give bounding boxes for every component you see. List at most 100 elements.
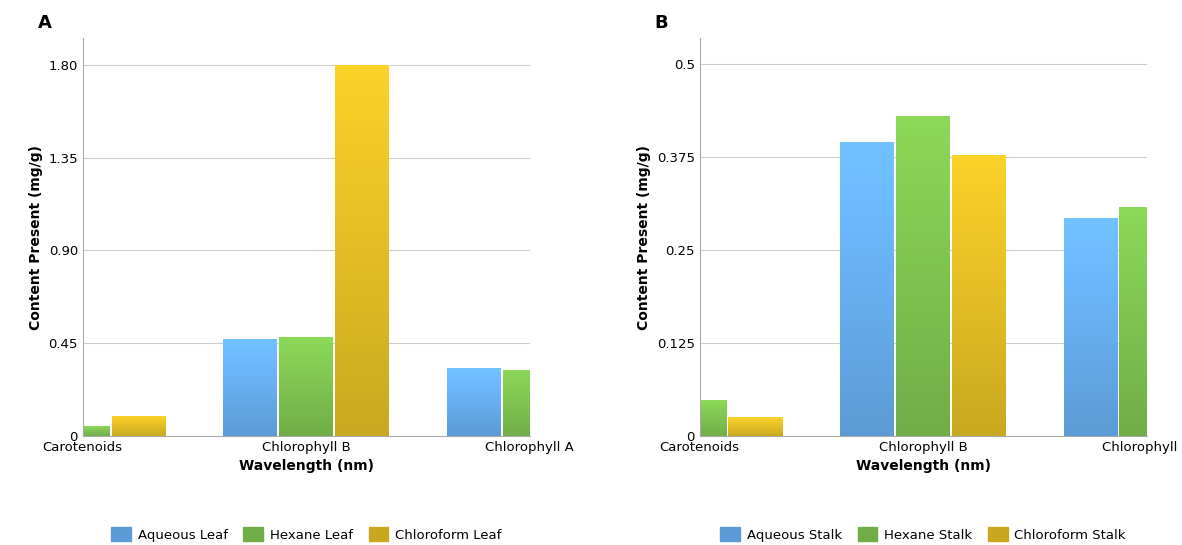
Bar — [502, 410, 557, 411]
Bar — [840, 318, 895, 322]
Bar — [896, 244, 950, 247]
Bar — [335, 251, 389, 254]
Bar — [1119, 342, 1174, 344]
Bar — [447, 371, 501, 372]
Bar — [335, 110, 389, 113]
Bar — [279, 431, 333, 432]
Bar — [1175, 396, 1182, 398]
Bar — [840, 328, 895, 330]
Bar — [223, 375, 278, 376]
Bar — [223, 339, 278, 340]
Bar — [896, 129, 950, 132]
Bar — [840, 333, 895, 336]
Bar — [1119, 246, 1174, 248]
Bar — [279, 433, 333, 434]
Bar — [840, 275, 895, 277]
Bar — [223, 359, 278, 360]
Bar — [335, 143, 389, 147]
Bar — [502, 420, 557, 421]
Bar — [223, 400, 278, 401]
Bar — [840, 192, 895, 195]
Bar — [335, 69, 389, 72]
Bar — [952, 278, 1006, 281]
Bar — [1119, 370, 1174, 372]
Bar — [1064, 312, 1118, 314]
Bar — [1119, 432, 1174, 434]
Bar — [1064, 290, 1118, 292]
Bar — [279, 373, 333, 374]
Bar — [840, 145, 895, 148]
Bar — [1119, 214, 1174, 216]
Bar — [558, 240, 612, 243]
Bar — [1119, 232, 1174, 234]
Bar — [447, 421, 501, 422]
Bar — [896, 123, 950, 126]
Bar — [1119, 314, 1174, 317]
Bar — [1064, 233, 1118, 235]
Bar — [223, 364, 278, 365]
Bar — [223, 381, 278, 382]
Bar — [223, 366, 278, 367]
Bar — [279, 349, 333, 350]
Bar — [840, 371, 895, 374]
Bar — [1064, 401, 1118, 403]
Bar — [279, 392, 333, 393]
Bar — [279, 415, 333, 416]
Bar — [952, 394, 1006, 397]
Bar — [335, 313, 389, 317]
Bar — [558, 169, 612, 172]
Bar — [335, 158, 389, 161]
Bar — [1064, 403, 1118, 405]
Bar — [1119, 395, 1174, 397]
Bar — [840, 415, 895, 419]
Bar — [1119, 392, 1174, 395]
Bar — [279, 389, 333, 390]
Bar — [335, 206, 389, 210]
Bar — [447, 392, 501, 393]
Bar — [223, 392, 278, 393]
Bar — [1119, 257, 1174, 259]
Bar — [335, 262, 389, 265]
Bar — [1175, 364, 1182, 365]
Bar — [558, 178, 612, 180]
Bar — [1119, 230, 1174, 232]
Bar — [952, 169, 1006, 172]
Bar — [896, 164, 950, 167]
Bar — [502, 404, 557, 405]
Bar — [1119, 312, 1174, 314]
Bar — [1175, 299, 1182, 300]
Bar — [447, 379, 501, 380]
Bar — [335, 329, 389, 332]
Bar — [335, 191, 389, 195]
Bar — [896, 241, 950, 244]
Bar — [223, 379, 278, 380]
Bar — [223, 351, 278, 352]
Bar — [952, 228, 1006, 231]
Bar — [1119, 354, 1174, 356]
Bar — [896, 196, 950, 199]
Bar — [447, 386, 501, 387]
Bar — [1064, 242, 1118, 244]
Bar — [952, 324, 1006, 326]
Bar — [952, 388, 1006, 391]
Bar — [447, 382, 501, 383]
Bar — [896, 209, 950, 212]
Bar — [223, 412, 278, 413]
Bar — [335, 235, 389, 239]
Bar — [502, 431, 557, 432]
Bar — [502, 393, 557, 394]
Bar — [840, 148, 895, 151]
Bar — [896, 334, 950, 337]
Bar — [1175, 295, 1182, 296]
Bar — [1175, 371, 1182, 373]
Bar — [223, 341, 278, 342]
Bar — [558, 235, 612, 238]
Bar — [335, 343, 389, 347]
Bar — [558, 210, 612, 213]
Bar — [896, 420, 950, 423]
Bar — [952, 189, 1006, 191]
Bar — [279, 384, 333, 385]
Bar — [1064, 364, 1118, 366]
Bar — [279, 360, 333, 361]
Bar — [896, 280, 950, 282]
